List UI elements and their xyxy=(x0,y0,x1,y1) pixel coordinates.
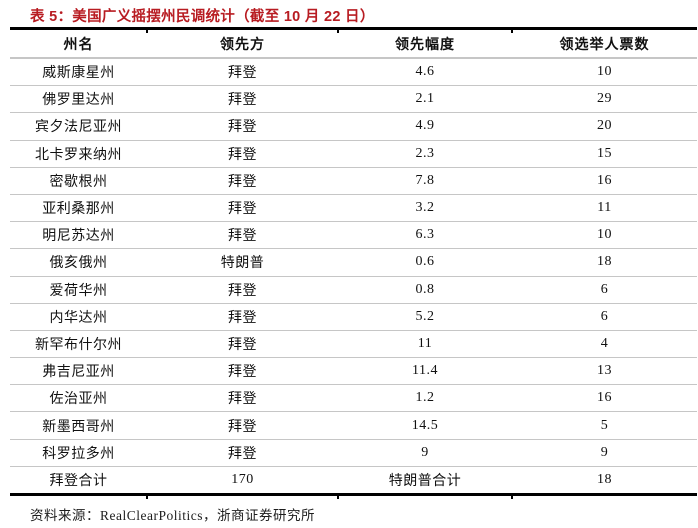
cell-state: 威斯康星州 xyxy=(10,58,147,87)
column-divider-tick xyxy=(337,496,339,499)
table-row: 北卡罗来纳州 拜登 2.3 15 xyxy=(10,140,697,168)
cell-leader: 拜登 xyxy=(147,167,338,195)
cell-leader: 拜登 xyxy=(147,330,338,359)
cell-electoral-votes: 10 xyxy=(512,221,697,250)
cell-electoral-votes: 15 xyxy=(512,140,697,168)
table-row: 内华达州 拜登 5.2 6 xyxy=(10,303,697,331)
cell-state: 宾夕法尼亚州 xyxy=(10,112,147,141)
table-row: 俄亥俄州 特朗普 0.6 18 xyxy=(10,248,697,277)
cell-margin: 6.3 xyxy=(338,221,512,250)
column-divider-tick xyxy=(146,30,148,33)
cell-leader: 拜登 xyxy=(147,85,338,114)
column-divider-tick xyxy=(146,496,148,499)
cell-electoral-votes: 6 xyxy=(512,276,697,304)
table-container: 州名 领先方 领先幅度 领选举人票数 威斯康星州 拜登 4.6 10 佛罗里达州… xyxy=(10,27,697,499)
cell-leader: 拜登 xyxy=(147,439,338,467)
cell-leader: 拜登 xyxy=(147,276,338,304)
polls-table: 州名 领先方 领先幅度 领选举人票数 威斯康星州 拜登 4.6 10 佛罗里达州… xyxy=(10,27,697,497)
cell-margin: 2.3 xyxy=(338,140,512,168)
header-row: 州名 领先方 领先幅度 领选举人票数 xyxy=(10,28,697,59)
table-row: 新罕布什尔州 拜登 11 4 xyxy=(10,330,697,359)
cell-leader: 拜登 xyxy=(147,140,338,168)
cell-margin: 4.9 xyxy=(338,112,512,141)
cell-margin: 0.8 xyxy=(338,276,512,304)
cell-electoral-votes: 16 xyxy=(512,167,697,195)
table-row: 新墨西哥州 拜登 14.5 5 xyxy=(10,411,697,440)
table-body: 威斯康星州 拜登 4.6 10 佛罗里达州 拜登 2.1 29 宾夕法尼亚州 拜… xyxy=(10,58,697,497)
cell-state: 佐治亚州 xyxy=(10,384,147,413)
table-row: 明尼苏达州 拜登 6.3 10 xyxy=(10,221,697,250)
cell-state: 弗吉尼亚州 xyxy=(10,357,147,386)
cell-state: 爱荷华州 xyxy=(10,276,147,304)
cell-state: 科罗拉多州 xyxy=(10,439,147,467)
cell-leader: 拜登 xyxy=(147,303,338,331)
cell-margin: 2.1 xyxy=(338,85,512,114)
table-row: 宾夕法尼亚州 拜登 4.9 20 xyxy=(10,112,697,141)
table-row: 佛罗里达州 拜登 2.1 29 xyxy=(10,85,697,114)
table-row: 弗吉尼亚州 拜登 11.4 13 xyxy=(10,357,697,386)
cell-leader: 拜登 xyxy=(147,58,338,87)
cell-leader: 拜登 xyxy=(147,357,338,386)
cell-electoral-votes: 20 xyxy=(512,112,697,141)
cell-electoral-votes: 11 xyxy=(512,194,697,223)
table-row: 密歇根州 拜登 7.8 16 xyxy=(10,167,697,195)
cell-margin: 特朗普合计 xyxy=(338,466,512,497)
table-row: 拜登合计 170 特朗普合计 18 xyxy=(10,466,697,497)
cell-electoral-votes: 4 xyxy=(512,330,697,359)
cell-margin: 3.2 xyxy=(338,194,512,223)
cell-margin: 11.4 xyxy=(338,357,512,386)
column-divider-tick xyxy=(511,30,513,33)
cell-leader: 拜登 xyxy=(147,384,338,413)
column-divider-tick xyxy=(337,30,339,33)
table-row: 亚利桑那州 拜登 3.2 11 xyxy=(10,194,697,223)
cell-state: 拜登合计 xyxy=(10,466,147,497)
cell-leader: 特朗普 xyxy=(147,248,338,277)
cell-margin: 0.6 xyxy=(338,248,512,277)
cell-state: 明尼苏达州 xyxy=(10,221,147,250)
cell-state: 新墨西哥州 xyxy=(10,411,147,440)
cell-state: 新罕布什尔州 xyxy=(10,330,147,359)
table-row: 威斯康星州 拜登 4.6 10 xyxy=(10,58,697,87)
cell-electoral-votes: 9 xyxy=(512,439,697,467)
cell-state: 佛罗里达州 xyxy=(10,85,147,114)
column-header-leader: 领先方 xyxy=(147,28,338,59)
cell-leader: 拜登 xyxy=(147,221,338,250)
cell-electoral-votes: 18 xyxy=(512,466,697,497)
cell-state: 亚利桑那州 xyxy=(10,194,147,223)
cell-state: 北卡罗来纳州 xyxy=(10,140,147,168)
cell-margin: 7.8 xyxy=(338,167,512,195)
cell-margin: 11 xyxy=(338,330,512,359)
table-row: 佐治亚州 拜登 1.2 16 xyxy=(10,384,697,413)
column-header-electoral-votes: 领选举人票数 xyxy=(512,28,697,59)
table-row: 科罗拉多州 拜登 9 9 xyxy=(10,439,697,467)
cell-leader: 拜登 xyxy=(147,411,338,440)
cell-electoral-votes: 18 xyxy=(512,248,697,277)
cell-margin: 9 xyxy=(338,439,512,467)
cell-electoral-votes: 16 xyxy=(512,384,697,413)
column-header-margin: 领先幅度 xyxy=(338,28,512,59)
cell-state: 密歇根州 xyxy=(10,167,147,195)
cell-electoral-votes: 5 xyxy=(512,411,697,440)
cell-margin: 1.2 xyxy=(338,384,512,413)
column-header-state: 州名 xyxy=(10,28,147,59)
cell-electoral-votes: 29 xyxy=(512,85,697,114)
table-title: 表 5：美国广义摇摆州民调统计（截至 10 月 22 日） xyxy=(30,9,375,25)
cell-leader: 拜登 xyxy=(147,112,338,141)
cell-state: 内华达州 xyxy=(10,303,147,331)
table-row: 爱荷华州 拜登 0.8 6 xyxy=(10,276,697,304)
cell-electoral-votes: 6 xyxy=(512,303,697,331)
cell-state: 俄亥俄州 xyxy=(10,248,147,277)
cell-leader: 170 xyxy=(147,466,338,497)
column-divider-tick xyxy=(511,496,513,499)
source-note: 资料来源：RealClearPolitics，浙商证券研究所 xyxy=(30,508,315,523)
cell-electoral-votes: 10 xyxy=(512,58,697,87)
cell-margin: 5.2 xyxy=(338,303,512,331)
cell-margin: 4.6 xyxy=(338,58,512,87)
cell-leader: 拜登 xyxy=(147,194,338,223)
cell-electoral-votes: 13 xyxy=(512,357,697,386)
cell-margin: 14.5 xyxy=(338,411,512,440)
